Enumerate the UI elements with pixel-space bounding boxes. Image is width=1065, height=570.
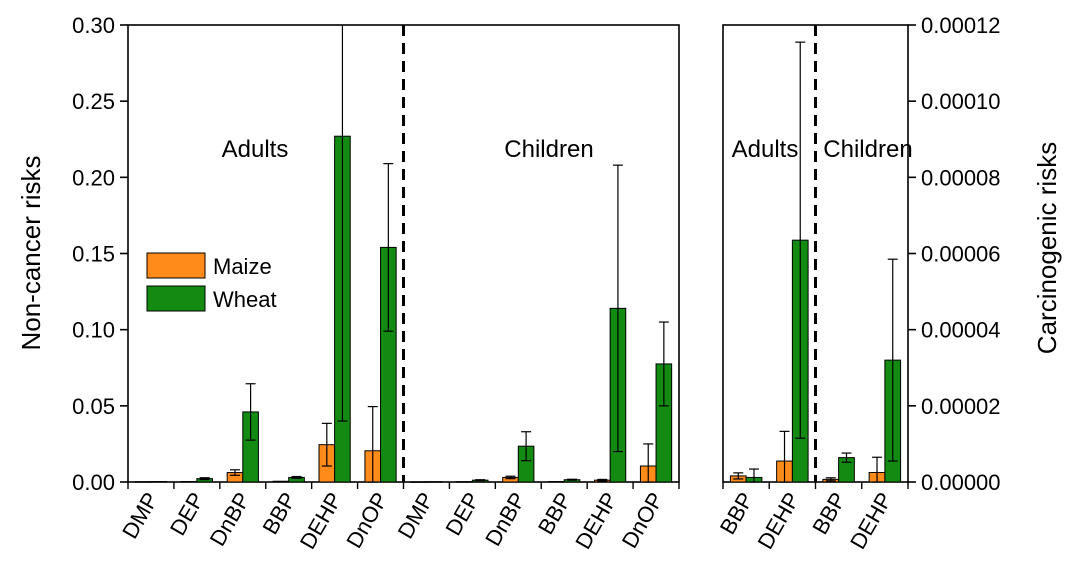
left-bar-maize	[180, 481, 198, 483]
left-y-tick-label: 0.00	[72, 470, 115, 495]
left-category-label: DMP	[117, 488, 163, 543]
left-y-tick-label: 0.15	[72, 242, 115, 267]
left-category-label: DEHP	[295, 488, 347, 553]
left-group-label-adults: Adults	[222, 136, 289, 163]
left-bar-wheat	[425, 481, 443, 483]
legend-swatch-wheat	[146, 285, 206, 312]
right-y-tick-label: 0.00006	[921, 242, 1001, 267]
left-y-tick-label: 0.30	[72, 13, 115, 38]
left-bar-maize	[410, 481, 427, 483]
right-y-tick-label: 0.00004	[921, 318, 1001, 343]
right-y-axis-title: Carcinogenic risks	[1032, 142, 1062, 354]
left-y-tick-label: 0.25	[72, 89, 115, 114]
left-category-label: BBP	[257, 488, 301, 539]
left-bar-maize	[134, 481, 152, 483]
left-bar-maize	[456, 481, 473, 483]
left-category-label: DEP	[165, 488, 209, 540]
left-bar-maize	[272, 480, 290, 483]
legend-label-maize: Maize	[213, 254, 272, 279]
left-bar-maize	[548, 481, 565, 483]
left-group-label-children: Children	[504, 136, 593, 163]
left-category-label: DnBP	[480, 488, 530, 550]
left-category-label: DEHP	[570, 488, 622, 553]
right-y-tick-label: 0.00010	[921, 89, 1001, 114]
right-category-label: BBP	[715, 488, 759, 539]
left-category-label: DnOP	[341, 488, 393, 552]
right-category-label: BBP	[807, 488, 851, 539]
left-y-tick-label: 0.20	[72, 165, 115, 190]
right-y-tick-label: 0.00002	[921, 394, 1001, 419]
right-category-label: DEHP	[845, 488, 897, 553]
right-y-tick-label: 0.00012	[921, 13, 1001, 38]
left-category-label: DnOP	[617, 488, 669, 552]
right-category-label: DEHP	[752, 488, 804, 553]
right-y-tick-label: 0.00000	[921, 470, 1001, 495]
left-category-label: BBP	[533, 488, 577, 539]
right-y-tick-label: 0.00008	[921, 165, 1001, 190]
legend-label-wheat: Wheat	[213, 287, 277, 312]
right-group-label-adults: Adults	[732, 136, 799, 163]
left-y-tick-label: 0.05	[72, 394, 115, 419]
left-category-label: DnBP	[205, 488, 255, 550]
right-group-label-children: Children	[823, 136, 912, 163]
left-category-label: DEP	[440, 488, 484, 540]
legend-swatch-maize	[146, 252, 206, 279]
left-bar-wheat	[150, 481, 168, 483]
left-y-axis-title: Non-cancer risks	[16, 155, 46, 350]
left-category-label: DMP	[393, 488, 439, 543]
left-y-tick-label: 0.10	[72, 318, 115, 343]
